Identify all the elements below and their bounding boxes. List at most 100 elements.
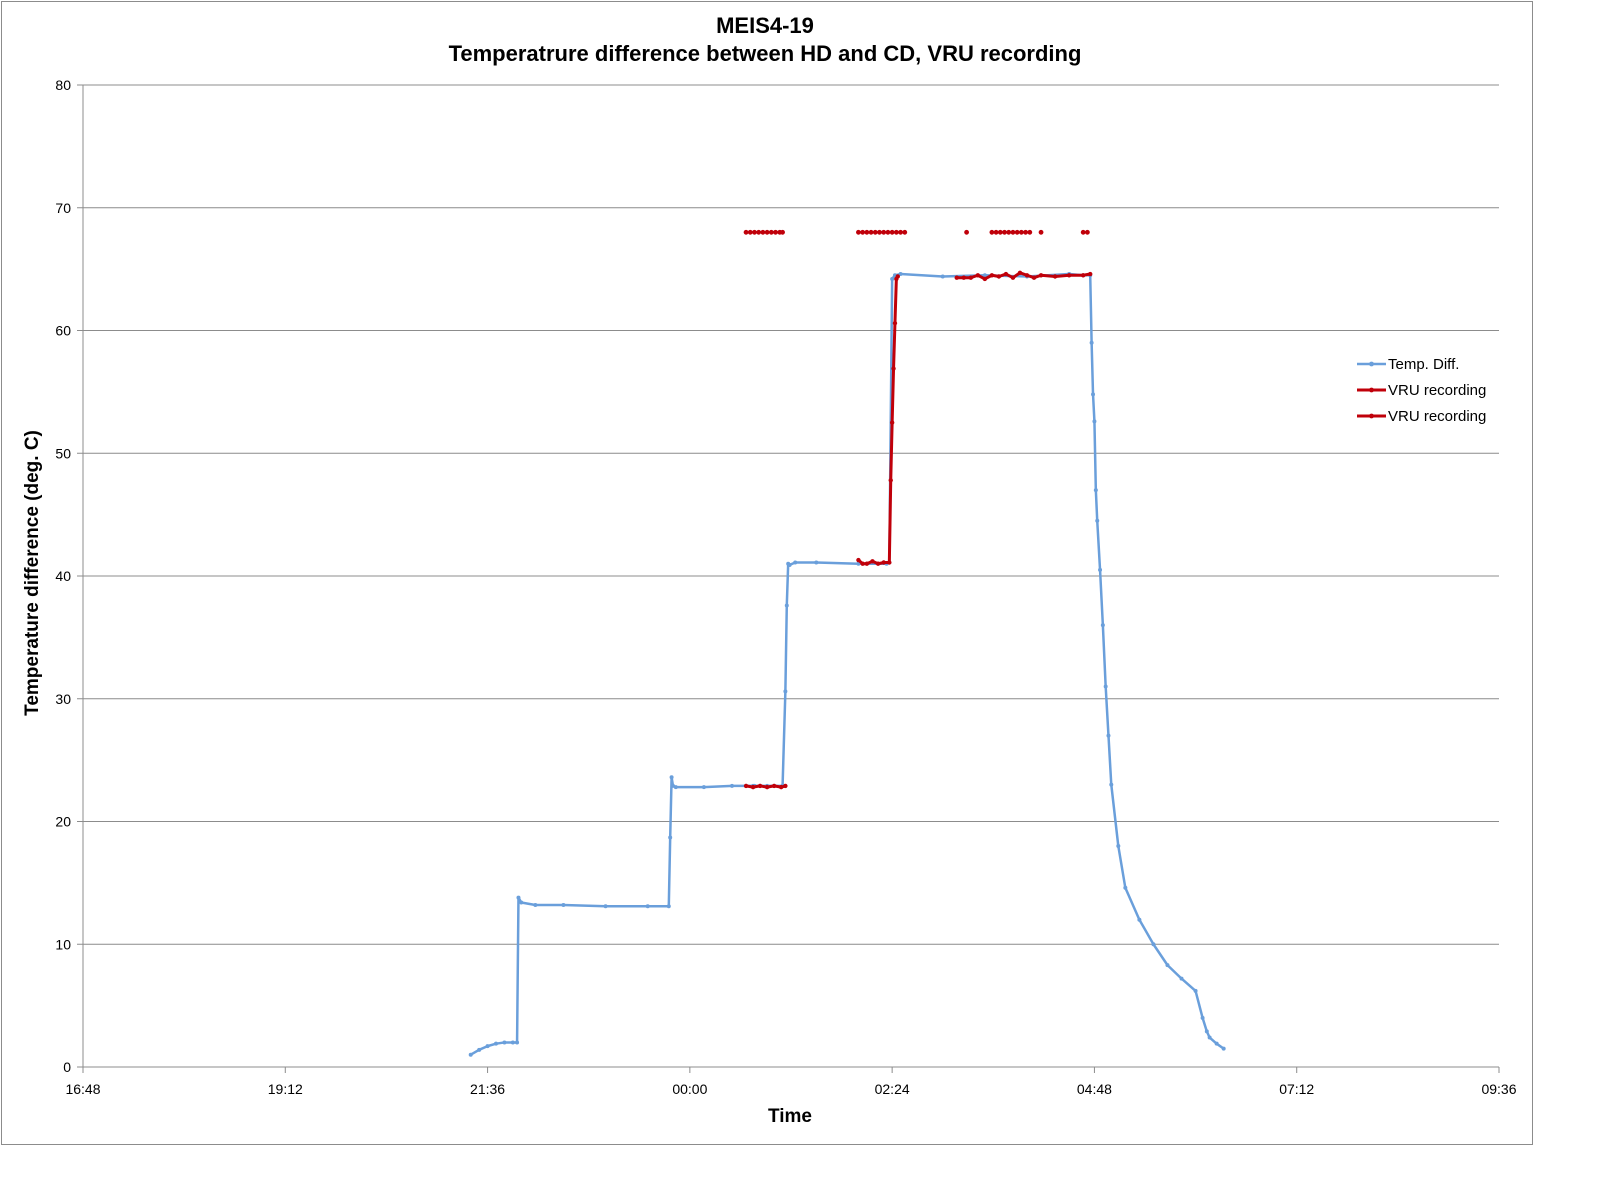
temp-diff-point [1137,917,1142,922]
gridlines [77,84,1499,1068]
vru-marker-point [885,229,891,235]
temp-diff-point [673,785,678,790]
vru-line-point [1010,275,1016,280]
x-tick-labels: 16:48 19:12 21:36 00:00 02:24 04:48 07:12 09:36 [65,1081,1516,1097]
x-tick-label-4: 02:24 [875,1081,910,1097]
legend: Temp. Diff. VRU recording VRU recording [1357,356,1486,425]
vru-line-point [757,783,763,789]
vru-line-point [875,561,881,566]
vru-line-point [989,273,995,278]
x-tick-label-5: 04:48 [1077,1081,1112,1097]
temp-diff-point [666,904,671,909]
temp-diff-point [814,560,819,565]
temp-diff-point [1091,392,1096,397]
vru-marker-point [1027,229,1033,235]
vru-marker-point [877,229,882,235]
y-tick-label-0: 0 [63,1059,71,1075]
y-axis-title: Temperature difference (deg. C) [22,430,43,716]
vru-line-point [856,557,861,563]
vru-line-point [892,320,898,326]
temp-diff-point [1221,1046,1226,1051]
vru-line-point [1038,273,1044,278]
legend-marker-0 [1369,361,1374,367]
vru-marker-point [964,229,969,235]
temp-diff-point [477,1047,482,1052]
chart-title: MEIS4-19 [716,13,814,38]
vru-line-point [889,420,895,425]
x-tick-label-7: 09:36 [1481,1081,1516,1097]
temp-diff-point [1200,1015,1205,1020]
temp-diff-point [1103,684,1108,689]
temp-diff-point [510,1040,515,1045]
x-axis-title: Time [768,1106,812,1127]
vru-marker-point [768,229,774,235]
legend-label-1: VRU recording [1388,382,1486,399]
vru-line-point [895,274,900,279]
vru-line-point [783,783,788,789]
vru-marker-point [1085,229,1090,235]
vru-line-point [996,274,1002,279]
temp-diff-point [1151,942,1156,947]
y-tick-label-7: 70 [55,200,71,216]
chart-frame [1,1,1533,1145]
vru-line-point [982,276,988,282]
vru-marker-point [860,229,866,235]
vru-line-point [764,784,770,790]
vru-line-point [968,275,974,280]
series-vru-recording-markers [743,229,1090,235]
legend-label-2: VRU recording [1388,408,1486,425]
temp-diff-point [1100,623,1105,628]
vru-line-point [750,784,756,790]
y-tick-label-2: 20 [55,814,71,830]
temp-diff-point [485,1044,490,1049]
y-tick-label-1: 10 [55,936,71,952]
vru-marker-point [898,229,903,235]
vru-marker-point [893,229,899,235]
x-tick-label-0: 16:48 [65,1081,100,1097]
temp-diff-point [1116,844,1121,849]
temp-diff-point [940,274,945,279]
y-tick-label-3: 30 [55,691,71,707]
temp-diff-point [1123,885,1128,890]
vru-line-point [891,366,896,371]
temp-diff-point [1089,340,1094,345]
vru-marker-point [752,229,757,235]
temp-diff-point [701,785,706,790]
x-tick-label-1: 19:12 [268,1081,303,1097]
series-temp-diff-line [470,272,1225,1056]
series-layer [468,229,1226,1057]
vru-line-point [1031,275,1037,280]
vru-marker-point [868,229,874,235]
temp-diff-point [1179,976,1184,981]
y-tick-label-4: 40 [55,568,71,584]
series-vru-recording-line [743,270,1093,790]
vru-line-point [743,783,749,789]
legend-item-0: Temp. Diff. [1357,356,1459,373]
vru-line-point [1024,273,1030,278]
axes [82,85,1500,1073]
temp-diff-point [1109,782,1114,787]
legend-item-2: VRU recording [1357,408,1486,425]
legend-marker-1 [1369,387,1374,393]
vru-marker-point [1080,229,1086,235]
vru-line-point [864,561,870,566]
temp-diff-point [787,562,792,567]
x-tick-label-2: 21:36 [470,1081,505,1097]
vru-line-point [961,275,966,280]
temp-diff-point [1165,963,1170,968]
temp-diff-point [468,1052,473,1057]
temp-diff-point [1214,1041,1219,1046]
legend-label-0: Temp. Diff. [1388,356,1459,373]
vru-marker-point [993,229,999,235]
vru-line-point [1052,274,1058,279]
vru-line-point [1080,273,1086,278]
temp-diff-point [603,904,608,909]
vru-marker-point [1023,229,1028,235]
x-tick-label-6: 07:12 [1279,1081,1314,1097]
temp-diff-point [1207,1035,1212,1040]
temp-diff-point [784,603,789,608]
vru-line-point [975,273,981,278]
temp-diff-point [494,1041,498,1046]
temp-diff-point [783,689,788,694]
